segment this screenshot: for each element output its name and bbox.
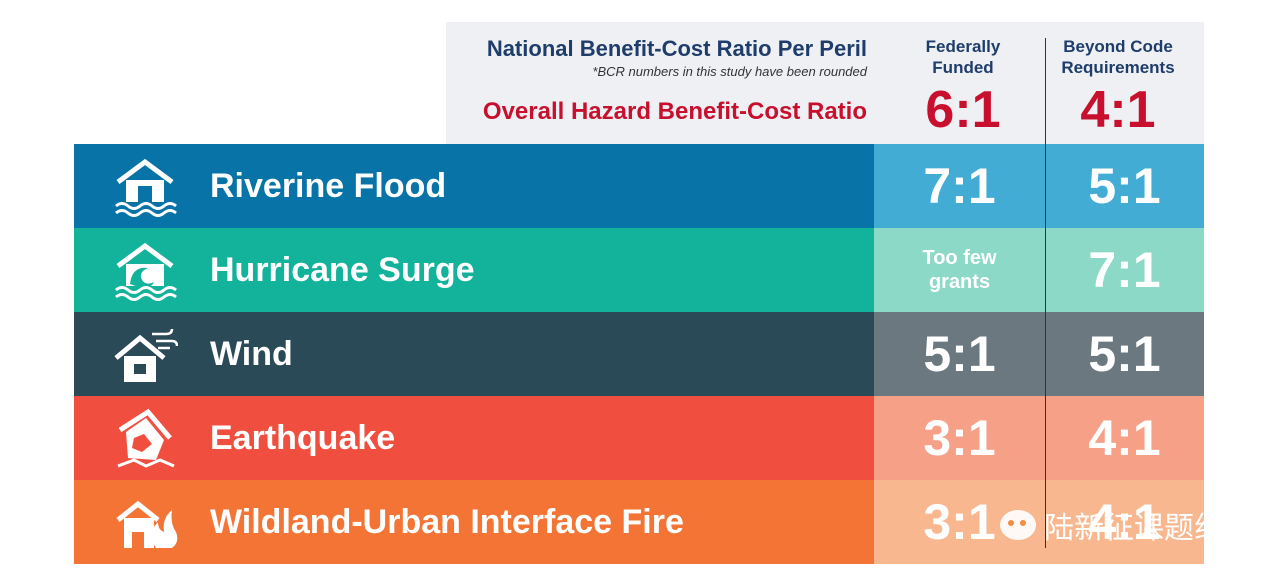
hurricane-name-cell (74, 228, 874, 312)
value-beyond: 7:1 (1045, 228, 1204, 312)
peril-label: Wind (210, 335, 293, 373)
col-beyond-code: Beyond Code Requirements (1043, 36, 1193, 78)
house-fire-icon (116, 500, 178, 548)
rounding-note: *BCR numbers in this study have been rou… (592, 64, 867, 79)
national-title: National Benefit-Cost Ratio Per Peril (486, 36, 867, 61)
value-federally: Too few grants (874, 228, 1045, 312)
row-riverine-flood: Riverine Flood 7:1 5:1 (74, 144, 1204, 228)
peril-label: Earthquake (210, 419, 396, 457)
column-divider (1045, 38, 1046, 548)
col2-title: Beyond Code Requirements (1061, 37, 1175, 77)
header-panel (446, 22, 1204, 145)
row-hurricane-surge: Hurricane Surge Too few grants 7:1 (74, 228, 1204, 312)
value-beyond: 5:1 (1045, 312, 1204, 396)
too-few-grants-text: Too few grants (922, 247, 997, 293)
house-wave-icon (115, 242, 177, 301)
watermark: 陆新征课题组 (1000, 503, 1260, 547)
value-federally: 7:1 (874, 144, 1045, 228)
earthquake-name-cell (74, 396, 874, 480)
row-wind: Wind 5:1 5:1 (74, 312, 1204, 396)
wechat-icon (1000, 510, 1036, 540)
wind-name-cell (74, 312, 874, 396)
col-federally-funded: Federally Funded (888, 36, 1038, 78)
row-earthquake: Earthquake 3:1 4:1 (74, 396, 1204, 480)
value-federally: 5:1 (874, 312, 1045, 396)
peril-label: Riverine Flood (210, 167, 447, 205)
fire-name-cell (74, 480, 874, 564)
house-earthquake-icon (117, 408, 175, 468)
riverine-name-cell (74, 144, 874, 228)
house-wind-icon (114, 328, 178, 382)
peril-label: Hurricane Surge (210, 251, 475, 289)
watermark-text: 陆新征课题组 (1044, 512, 1224, 545)
overall-label: Overall Hazard Benefit-Cost Ratio (482, 98, 867, 125)
peril-label: Wildland-Urban Interface Fire (210, 503, 684, 541)
value-federally: 3:1 (874, 396, 1045, 480)
house-flood-icon (115, 158, 177, 217)
value-beyond: 5:1 (1045, 144, 1204, 228)
value-beyond: 4:1 (1045, 396, 1204, 480)
overall-beyond-value: 4:1 (1080, 81, 1156, 139)
value-beyond: 4:1 (1045, 480, 1204, 564)
row-wildland-fire: Wildland-Urban Interface Fire 3:1 4:1 (74, 480, 1204, 564)
overall-federally-value: 6:1 (925, 81, 1001, 139)
value-federally: 3:1 (874, 480, 1045, 564)
col1-title: Federally Funded (925, 37, 1001, 77)
